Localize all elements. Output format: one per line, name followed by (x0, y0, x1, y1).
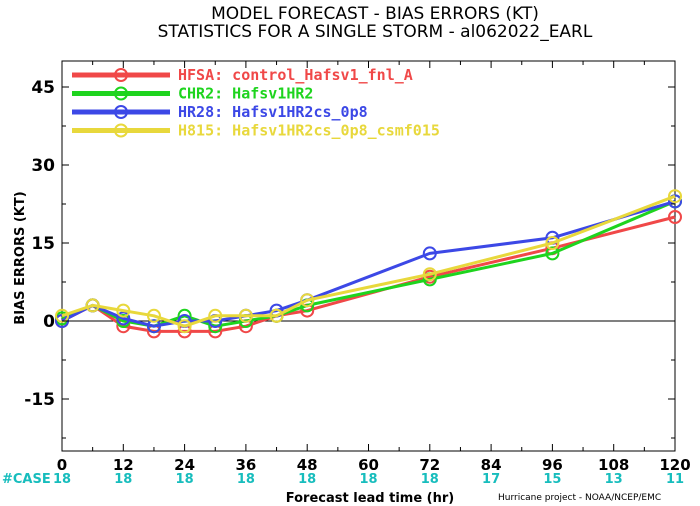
data-point (422, 246, 437, 261)
data-point (238, 308, 253, 323)
series-line (61, 199, 676, 328)
data-point (668, 189, 682, 204)
data-point (55, 308, 69, 323)
data-point (545, 236, 560, 250)
series-line (61, 215, 676, 333)
legend-item: CHR2: Hafsv1HR2 (72, 85, 313, 103)
data-point (668, 194, 682, 209)
y-tick-label: 0 (43, 312, 55, 332)
case-count: 17 (482, 472, 500, 487)
data-point (116, 303, 131, 318)
y-tick-label: -15 (24, 390, 55, 410)
legend-marker (114, 86, 128, 101)
case-count: 11 (666, 472, 684, 487)
case-count: 15 (543, 472, 561, 487)
case-count: 18 (237, 472, 255, 487)
data-point (269, 308, 284, 323)
legend-marker (114, 105, 128, 119)
data-point (146, 308, 161, 323)
axis-ticks: 0 12 24 36 48 60 72 84 96 108 120 -15 0 15 30 45 (24, 61, 691, 474)
series-line (61, 194, 676, 328)
data-point (545, 246, 560, 261)
y-axis-label: BIAS ERRORS (KT) (13, 191, 28, 324)
y-tick-label: 30 (31, 156, 55, 176)
case-count: 13 (605, 472, 623, 487)
legend-label: HR28: Hafsv1HR2cs_0p8 (178, 103, 368, 121)
legend-item: H815: Hafsv1HR2cs_0p8_csmf015 (72, 122, 440, 140)
case-counts: 18 18 18 18 18 18 18 17 15 13 11 (53, 472, 684, 487)
data-point (422, 267, 437, 282)
case-count: 18 (298, 472, 316, 487)
case-count: 18 (114, 472, 132, 487)
series-layer (55, 189, 682, 339)
case-count: 18 (53, 472, 71, 487)
legend-item: HFSA: control_Hafsv1_fnl_A (72, 66, 413, 84)
credit-text: Hurricane project - NOAA/NCEP/EMC (498, 493, 661, 503)
plot-area (61, 60, 676, 452)
legend-marker (114, 68, 128, 82)
x-tick-label: 60 (358, 456, 379, 474)
y-tick-label: 15 (31, 234, 55, 254)
data-point (177, 319, 192, 334)
x-tick-label: 120 (659, 456, 690, 474)
x-tick-label: 72 (419, 456, 440, 474)
x-tick-label: 96 (542, 456, 563, 474)
x-tick-label: 36 (235, 456, 256, 474)
plot-frame (61, 60, 676, 452)
chart-title: MODEL FORECAST - BIAS ERRORS (KT) (211, 4, 539, 24)
x-tick-label: 84 (481, 456, 502, 474)
series-4 (55, 189, 682, 334)
y-tick-label: 45 (31, 78, 55, 98)
x-tick-label: 108 (598, 456, 629, 474)
data-point (668, 210, 682, 224)
case-count: 18 (176, 472, 194, 487)
data-point (146, 319, 161, 334)
data-point (116, 311, 131, 326)
legend-label: HFSA: control_Hafsv1_fnl_A (178, 66, 413, 84)
chart-subtitle: STATISTICS FOR A SINGLE STORM - al062022… (158, 22, 593, 42)
data-point (300, 293, 315, 308)
series-line (61, 200, 676, 328)
x-axis-label: Forecast lead time (hr) (286, 491, 454, 506)
legend-label: H815: Hafsv1HR2cs_0p8_csmf015 (178, 122, 440, 140)
x-tick-label: 12 (113, 456, 134, 474)
x-tick-label: 48 (297, 456, 318, 474)
case-count: 18 (421, 472, 439, 487)
case-label: #CASE (2, 472, 51, 487)
x-tick-label: 24 (174, 456, 195, 474)
legend-label: CHR2: Hafsv1HR2 (178, 85, 313, 103)
case-count: 18 (359, 472, 377, 487)
legend-item: HR28: Hafsv1HR2cs_0p8 (72, 103, 368, 121)
data-point (85, 298, 100, 313)
legend-marker (114, 123, 128, 138)
data-point (208, 308, 223, 323)
x-tick-label: 0 (57, 456, 67, 474)
